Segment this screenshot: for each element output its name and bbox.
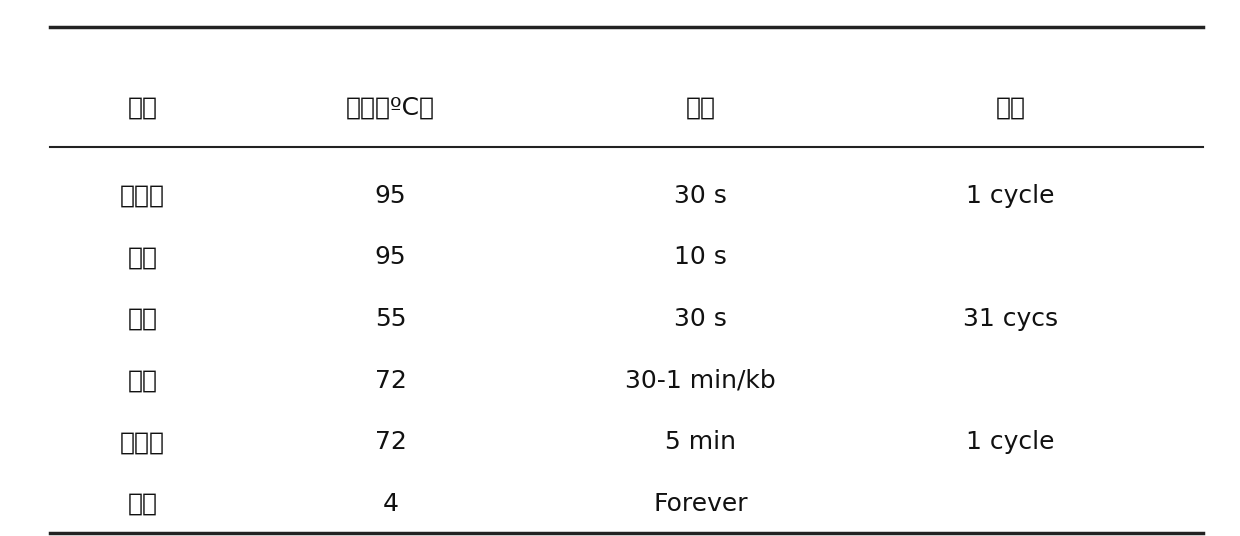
Text: 退火: 退火 bbox=[128, 307, 157, 331]
Text: 内容: 内容 bbox=[128, 95, 157, 119]
Text: 55: 55 bbox=[374, 307, 407, 331]
Text: 终延伸: 终延伸 bbox=[120, 430, 165, 454]
Text: 10 s: 10 s bbox=[675, 245, 727, 269]
Text: 5 min: 5 min bbox=[665, 430, 737, 454]
Text: 95: 95 bbox=[374, 184, 407, 207]
Text: 延伸: 延伸 bbox=[128, 369, 157, 392]
Text: 1 cycle: 1 cycle bbox=[966, 184, 1055, 207]
Text: 变性: 变性 bbox=[128, 245, 157, 269]
Text: 1 cycle: 1 cycle bbox=[966, 430, 1055, 454]
Text: Forever: Forever bbox=[653, 492, 748, 516]
Text: 循环: 循环 bbox=[996, 95, 1025, 119]
Text: 72: 72 bbox=[374, 369, 407, 392]
Text: 30 s: 30 s bbox=[675, 184, 727, 207]
Text: 30 s: 30 s bbox=[675, 307, 727, 331]
Text: 30-1 min/kb: 30-1 min/kb bbox=[625, 369, 776, 392]
Text: 31 cycs: 31 cycs bbox=[963, 307, 1058, 331]
Text: 保存: 保存 bbox=[128, 492, 157, 516]
Text: 72: 72 bbox=[374, 430, 407, 454]
Text: 95: 95 bbox=[374, 245, 407, 269]
Text: 4: 4 bbox=[383, 492, 398, 516]
Text: 温度（ºC）: 温度（ºC） bbox=[346, 95, 435, 119]
Text: 时间: 时间 bbox=[686, 95, 715, 119]
Text: 预变性: 预变性 bbox=[120, 184, 165, 207]
